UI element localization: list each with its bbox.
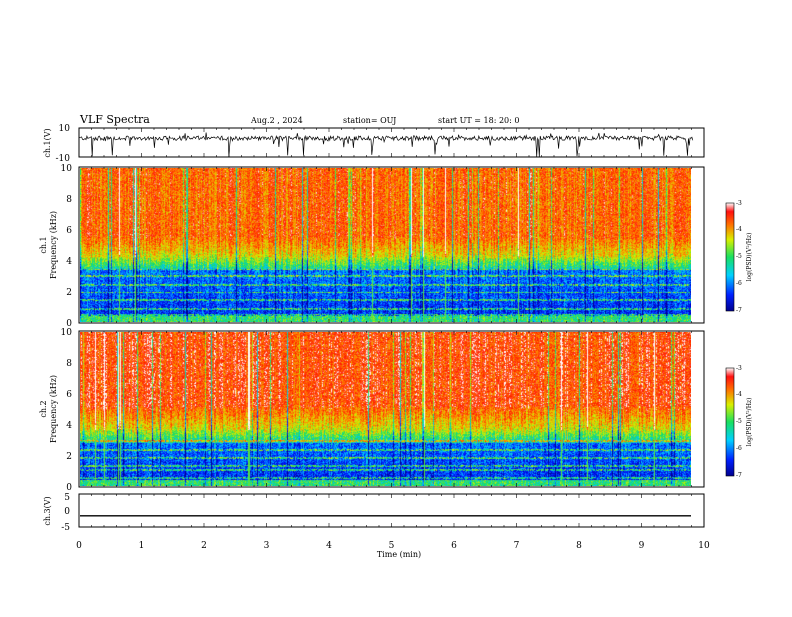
ch2-ytick-4: 4 — [66, 421, 72, 431]
ch3-waveform-panel: 5 0 -5 ch.3(V) — [43, 493, 705, 533]
ch2-ylabel-frequency: Frequency (kHz) — [49, 375, 58, 443]
x-tick-label: 6 — [451, 541, 457, 551]
x-tick-label: 5 — [389, 541, 395, 551]
ch3-ytick-m5: -5 — [61, 523, 70, 533]
ch1-colorbar-bar — [725, 202, 735, 312]
ch1-cb-tick-m7: -7 — [736, 307, 742, 314]
station-label: station= OUJ — [343, 116, 396, 125]
ch2-ytick-10: 10 — [61, 328, 73, 338]
ch3-waveform-ticks — [78, 494, 705, 527]
ch1-ylabel-channel: ch.1 — [39, 236, 48, 253]
ch2-colorbar-label: log(PSD)(V²/Hz) — [746, 398, 753, 447]
ch2-colorbar-bar — [725, 367, 735, 477]
ch1-ytick-0: 0 — [66, 319, 72, 329]
ch1-waveform-ticks — [78, 128, 705, 157]
ch1-spectrogram-panel: 10 8 6 4 2 0 ch.1 Frequency (kHz) — [39, 164, 705, 329]
ch1-ytick-8: 8 — [66, 195, 72, 205]
ch1-cb-tick-m5: -5 — [736, 253, 742, 260]
ch2-ytick-8: 8 — [66, 359, 72, 369]
ch2-colorbar: -3 -4 -5 -6 -7 log(PSD)(V²/Hz) — [725, 365, 753, 479]
ch1-ytick-4: 4 — [66, 257, 72, 267]
ch1-ytick-6: 6 — [66, 226, 72, 236]
date-label: Aug.2 , 2024 — [250, 116, 303, 125]
ch1-spectrogram-image — [80, 168, 691, 322]
ch1-cb-tick-m6: -6 — [736, 280, 742, 287]
ch1-waveform-frame — [78, 127, 705, 158]
ch1-waveform-line — [78, 132, 694, 158]
figure-title: VLF Spectra — [79, 113, 150, 126]
start-time-label: start UT = 18: 20: 0 — [438, 116, 519, 125]
ch2-ytick-2: 2 — [66, 452, 72, 462]
ch1-waveform-panel: 10 -10 ch.1(V) — [43, 124, 705, 164]
ch1-ylabel: ch.1(V) — [43, 128, 52, 157]
x-tick-label: 0 — [76, 541, 82, 551]
x-tick-label: 10 — [698, 541, 710, 551]
ch2-cb-tick-m4: -4 — [736, 391, 742, 398]
ch3-ytick-0: 0 — [64, 507, 70, 517]
x-axis-tick-labels: 0 1 2 3 4 5 6 7 8 9 10 — [76, 541, 710, 551]
ch1-ylabel-frequency: Frequency (kHz) — [49, 211, 58, 279]
ch1-cb-tick-m3: -3 — [736, 200, 742, 207]
ch3-ylabel: ch.3(V) — [43, 496, 52, 525]
ch2-cb-tick-m3: -3 — [736, 365, 742, 372]
ch1-colorbar-label: log(PSD)(V²/Hz) — [746, 233, 753, 282]
ch3-waveform-frame — [78, 493, 705, 528]
ch1-spectrogram-ticks — [78, 167, 705, 323]
x-tick-label: 1 — [139, 541, 145, 551]
ch2-cb-tick-m6: -6 — [736, 445, 742, 452]
ch1-ytick-bottom: -10 — [56, 154, 71, 164]
x-tick-label: 7 — [514, 541, 520, 551]
ch2-ytick-6: 6 — [66, 390, 72, 400]
ch2-cb-tick-m7: -7 — [736, 472, 742, 479]
ch2-spectrogram-ticks — [78, 331, 705, 487]
x-tick-label: 8 — [576, 541, 582, 551]
x-tick-label: 4 — [326, 541, 332, 551]
ch3-ytick-5: 5 — [64, 493, 70, 503]
x-tick-label: 3 — [264, 541, 270, 551]
x-axis-label: Time (min) — [377, 550, 421, 559]
ch1-colorbar: -3 -4 -5 -6 -7 log(PSD)(V²/Hz) — [725, 200, 753, 314]
ch2-cb-tick-m5: -5 — [736, 418, 742, 425]
ch2-spectrogram-image — [80, 332, 691, 486]
ch2-spectrogram-panel: 10 8 6 4 2 0 ch.2 Frequency (kHz) — [39, 328, 705, 493]
ch1-ytick-10: 10 — [61, 164, 73, 174]
ch2-ylabel-channel: ch.2 — [39, 400, 48, 417]
x-tick-label: 2 — [201, 541, 207, 551]
ch1-ytick-top: 10 — [59, 124, 71, 134]
ch1-ytick-2: 2 — [66, 288, 72, 298]
x-tick-label: 9 — [639, 541, 645, 551]
ch1-cb-tick-m4: -4 — [736, 226, 742, 233]
ch2-ytick-0: 0 — [66, 483, 72, 493]
